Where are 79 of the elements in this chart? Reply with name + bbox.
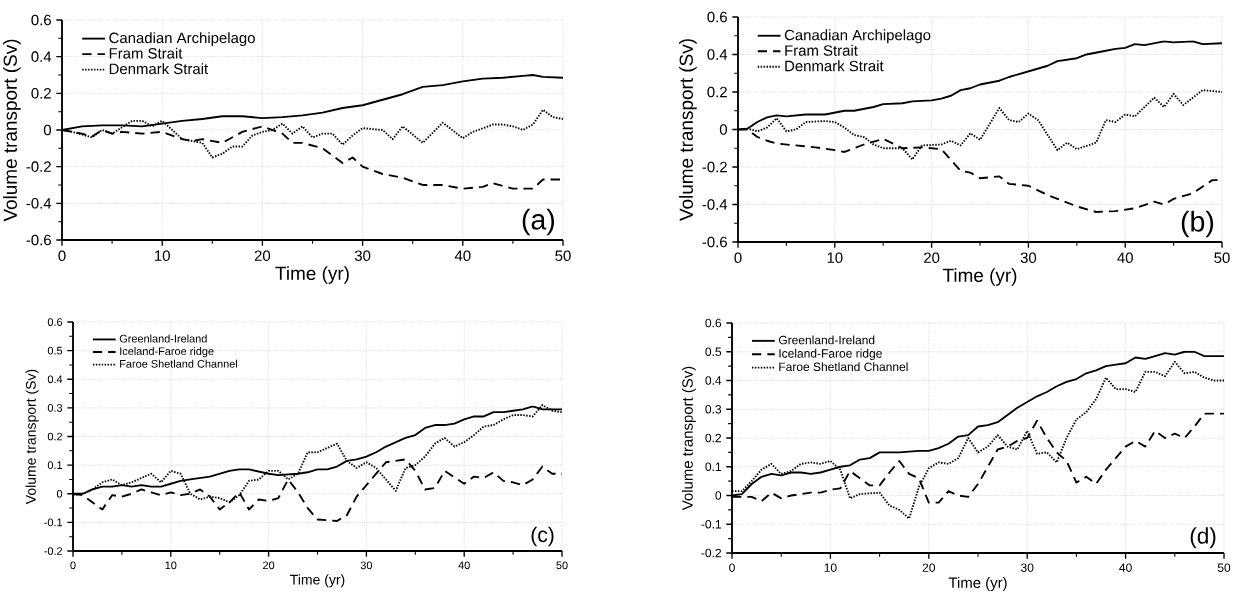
legend-label: Canadian Archipelago xyxy=(109,32,255,47)
legend-label: Fram Strait xyxy=(109,47,183,59)
y-tick-label: -0.2 xyxy=(44,547,63,555)
y-tick-label: 0 xyxy=(56,489,63,498)
x-tick-label: 10 xyxy=(155,250,170,261)
x-tick-label: 40 xyxy=(1119,563,1132,572)
x-tick-label: 10 xyxy=(165,561,177,570)
legend-label: Denmark Strait xyxy=(785,60,884,72)
annotation: (b) xyxy=(1181,210,1214,238)
y-tick-label: 0 xyxy=(715,491,722,500)
y-tick-label: -0.1 xyxy=(701,520,722,529)
y-tick-label: 0.3 xyxy=(705,405,722,414)
x-tick-label: 40 xyxy=(454,250,471,261)
y-tick-label: 0.6 xyxy=(47,318,63,326)
x-tick-label: 50 xyxy=(1217,563,1231,572)
y-tick-label: -0.6 xyxy=(26,234,51,246)
y-tick-label: 0.4 xyxy=(47,375,63,384)
y-tick-label: 0 xyxy=(43,124,52,136)
x-tick-label: 50 xyxy=(1214,252,1230,263)
y-tick-label: 0.1 xyxy=(47,461,63,469)
y-tick-label: -0.2 xyxy=(701,548,721,558)
legend-label: Denmark Strait xyxy=(109,63,209,75)
y-tick-label: -0.4 xyxy=(26,198,52,209)
x-axis-title: Time (yr) xyxy=(942,268,1017,286)
y-tick-label: 0.1 xyxy=(705,462,722,472)
x-tick-label: 0 xyxy=(734,252,742,263)
annotation: (a) xyxy=(522,208,555,236)
y-tick-label: -0.6 xyxy=(702,236,727,248)
y-tick-label: -0.2 xyxy=(26,161,51,172)
legend-label: Faroe Shetland Channel xyxy=(120,359,237,368)
y-tick-label: 0.4 xyxy=(705,376,722,385)
x-tick-label: 10 xyxy=(824,563,837,572)
x-tick-label: 30 xyxy=(360,561,373,570)
x-tick-label: 0 xyxy=(70,561,76,570)
legend-label: Fram Strait xyxy=(785,44,858,56)
y-axis-title: Volume transport (Sv) xyxy=(3,39,21,222)
y-tick-label: 0 xyxy=(719,124,728,135)
y-tick-label: 0.5 xyxy=(705,347,722,357)
x-axis-title: Time (yr) xyxy=(948,577,1007,591)
legend-label: Greenland-Ireland xyxy=(778,335,875,345)
y-tick-label: 0.2 xyxy=(705,433,721,443)
y-tick-label: 0.2 xyxy=(707,86,727,98)
x-tick-label: 50 xyxy=(555,250,571,261)
y-tick-label: 0.4 xyxy=(707,49,728,60)
legend-label: Faroe Shetland Channel xyxy=(779,362,908,372)
legend-label: Iceland-Faroe ridge xyxy=(120,347,214,358)
legend-label: Canadian Archipelago xyxy=(784,29,931,44)
x-tick-label: 10 xyxy=(827,252,843,263)
y-tick-label: -0.4 xyxy=(702,199,728,210)
y-tick-label: 0.2 xyxy=(31,88,51,99)
x-tick-label: 30 xyxy=(1020,252,1037,263)
y-axis-title: Volume transport (Sv) xyxy=(25,369,39,505)
x-axis-title: Time (yr) xyxy=(290,574,345,588)
legend-label: Iceland-Faroe ridge xyxy=(779,348,882,361)
annotation: (d) xyxy=(1190,527,1216,549)
y-tick-label: 0.4 xyxy=(31,51,52,62)
x-tick-label: 20 xyxy=(922,563,936,572)
y-tick-label: 0.6 xyxy=(31,14,51,26)
y-tick-label: -0.1 xyxy=(44,518,63,527)
y-tick-label: -0.2 xyxy=(702,161,727,173)
annotation: (c) xyxy=(531,526,554,547)
y-tick-label: 0.6 xyxy=(705,318,722,328)
x-tick-label: 30 xyxy=(354,250,371,261)
x-tick-label: 40 xyxy=(458,561,470,570)
x-tick-label: 20 xyxy=(924,252,940,263)
y-tick-label: 0.3 xyxy=(47,404,63,412)
x-tick-label: 40 xyxy=(1117,252,1133,263)
x-tick-label: 30 xyxy=(1020,563,1034,572)
x-axis-title: Time (yr) xyxy=(275,266,349,284)
y-tick-label: 0.2 xyxy=(47,432,63,441)
x-tick-label: 50 xyxy=(556,561,568,570)
y-axis-title: Volume transport (Sv) xyxy=(681,366,696,511)
y-tick-label: 0.5 xyxy=(47,346,63,355)
x-tick-label: 20 xyxy=(263,561,275,570)
legend-label: Greenland-Ireland xyxy=(119,334,207,343)
y-tick-label: 0.6 xyxy=(707,11,727,23)
x-tick-label: 20 xyxy=(254,250,271,261)
y-axis-title: Volume transport (Sv) xyxy=(679,39,697,221)
x-tick-label: 0 xyxy=(729,563,735,572)
